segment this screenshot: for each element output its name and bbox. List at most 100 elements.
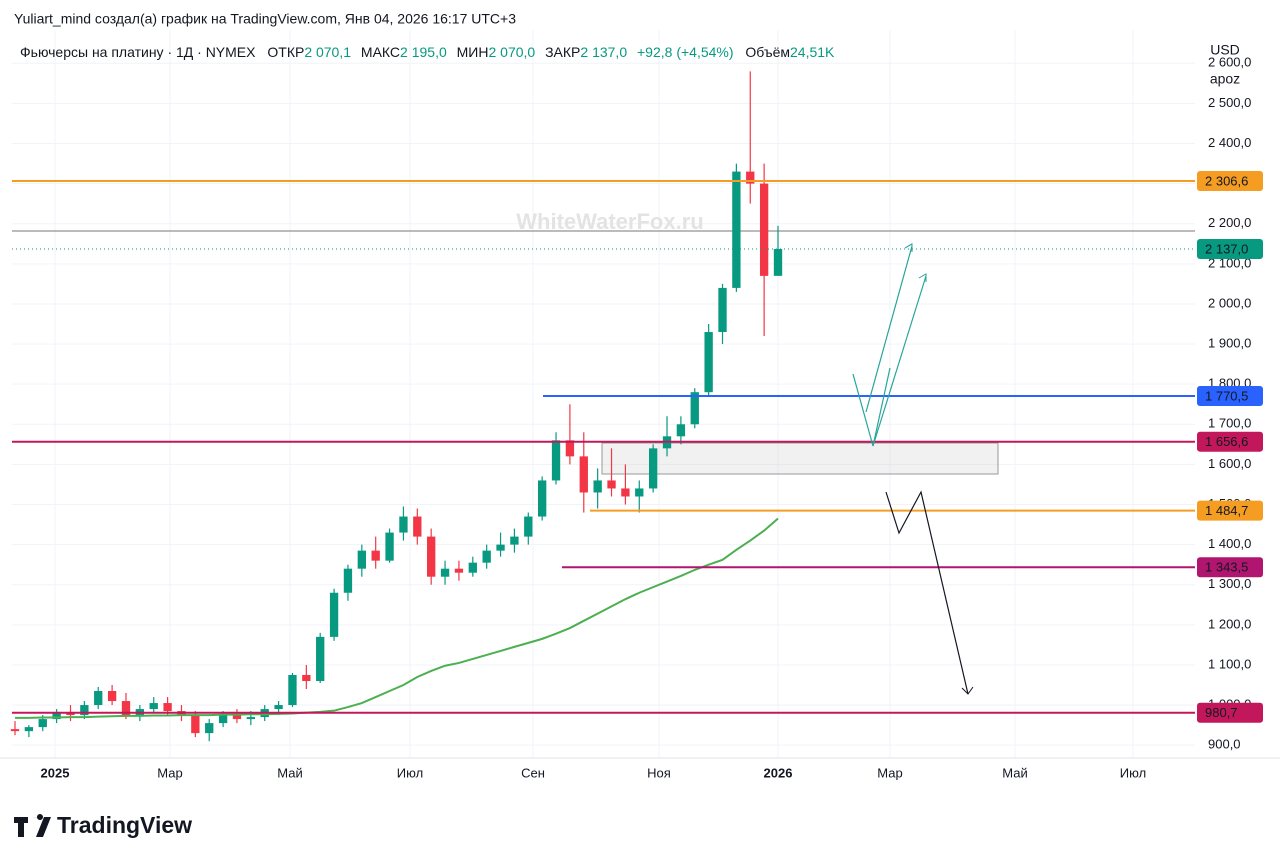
high: 2 195,0: [400, 44, 447, 60]
open-label: ОТКР: [267, 44, 304, 60]
x-tick-label: 2025: [41, 765, 70, 780]
candle-body: [593, 480, 602, 493]
close-label: ЗАКР: [545, 44, 580, 60]
logo-mark: [14, 814, 51, 837]
candle-body: [357, 550, 366, 569]
candle-body: [343, 568, 353, 593]
candle-body: [316, 636, 325, 681]
x-tick-label: Июл: [397, 765, 423, 780]
level-badge: [1197, 386, 1263, 407]
y-tick-label: 1 900,0: [1208, 336, 1251, 351]
moving-average: [15, 517, 779, 719]
candle-body: [232, 715, 242, 720]
candle-body: [690, 392, 699, 425]
y-tick-label: 2 000,0: [1208, 295, 1251, 310]
low: 2 070,0: [488, 44, 535, 60]
candle-body: [759, 183, 769, 276]
level-label: 1 484,7: [1205, 503, 1248, 518]
brand-logo: TradingView: [14, 812, 192, 838]
y-tick-label: 2 400,0: [1208, 135, 1251, 150]
candle-body: [10, 729, 20, 732]
y-tick-label: 1 600,0: [1208, 456, 1251, 471]
forecast-arrow: [872, 275, 927, 447]
candle-body: [427, 536, 436, 577]
candle-body: [205, 723, 214, 734]
candle-body: [773, 249, 783, 276]
level-badge: [1197, 557, 1263, 578]
candle-body: [718, 287, 727, 333]
y-tick-label: 1 700,0: [1208, 416, 1251, 431]
candle-body: [399, 516, 408, 533]
brand-name: TradingView: [57, 812, 192, 838]
candle-body: [274, 705, 283, 710]
candle-body: [496, 544, 505, 551]
candle-body: [246, 717, 255, 720]
author-line: Yuliart_mind создал(а) график на Trading…: [14, 11, 516, 27]
volume: 24,51K: [790, 44, 835, 60]
forecast-arrow: [865, 245, 913, 413]
candle-body: [510, 536, 519, 545]
arrow-head: [961, 686, 974, 695]
candle-body: [149, 703, 158, 710]
y-tick-label: 1 100,0: [1208, 656, 1251, 671]
x-tick-label: Июл: [1120, 765, 1146, 780]
candle-body: [66, 713, 75, 716]
y-tick-label: 2 100,0: [1208, 255, 1251, 270]
y-tick-label: 2 200,0: [1208, 215, 1251, 230]
candle-body: [24, 727, 34, 732]
y-tick-label: 1 400,0: [1208, 536, 1251, 551]
candle-body: [302, 674, 311, 681]
candle-body: [746, 171, 755, 184]
open: 2 070,1: [304, 44, 351, 60]
x-tick-label: Май: [1002, 765, 1027, 780]
candle-body: [648, 448, 658, 489]
candle-body: [579, 456, 588, 493]
level-badge: [1197, 702, 1263, 723]
x-tick-label: Май: [277, 765, 302, 780]
candle-body: [454, 568, 464, 573]
candle-body: [732, 171, 741, 288]
candle-body: [468, 562, 477, 573]
volume-label: Объём: [745, 44, 790, 60]
x-tick-label: Сен: [521, 765, 545, 780]
currency: USD: [1210, 42, 1240, 58]
candle-body: [218, 715, 228, 724]
y-tick-label: 1 200,0: [1208, 616, 1251, 631]
level-badge: [1197, 170, 1263, 191]
y-tick-label: 1 300,0: [1208, 576, 1251, 591]
low-label: МИН: [457, 44, 489, 60]
arrow-head: [904, 243, 927, 282]
candle-body: [704, 332, 713, 393]
x-tick-label: Ноя: [647, 765, 671, 780]
change: +92,8 (+4,54%): [637, 44, 734, 60]
candle-body: [80, 705, 89, 716]
candle-body: [288, 674, 297, 706]
symbol: Фьючерсы на платину · 1Д · NYMEX: [20, 44, 256, 60]
y-tick-label: 2 600,0: [1208, 55, 1251, 70]
candle-body: [440, 568, 450, 577]
candle-body: [329, 592, 339, 637]
candle-body: [121, 701, 131, 716]
forecast-arrow: [885, 490, 969, 695]
level-badge: [1197, 500, 1263, 521]
candle-body: [538, 480, 547, 517]
level-label: 1 656,6: [1205, 434, 1248, 449]
time-axis: 2025 Мар Май Июл Сен Ноя 2026 Мар Май Июл: [41, 765, 1147, 780]
candle-body: [676, 424, 686, 437]
y-tick-label: 900,0: [1208, 737, 1241, 752]
candle-body: [607, 480, 616, 489]
candle-body: [621, 488, 630, 497]
grid: [12, 30, 1195, 758]
level-label: 1 343,5: [1205, 560, 1248, 575]
candle-body: [52, 713, 61, 720]
high-label: МАКС: [361, 44, 400, 60]
candle-body: [163, 703, 172, 712]
y-tick-label: 2 500,0: [1208, 95, 1251, 110]
level-label: 1 770,5: [1205, 388, 1248, 403]
x-tick-label: Мар: [157, 765, 182, 780]
candle-body: [38, 719, 47, 728]
candle-body: [524, 516, 533, 537]
candle-body: [385, 532, 394, 561]
candle-body: [371, 550, 380, 561]
